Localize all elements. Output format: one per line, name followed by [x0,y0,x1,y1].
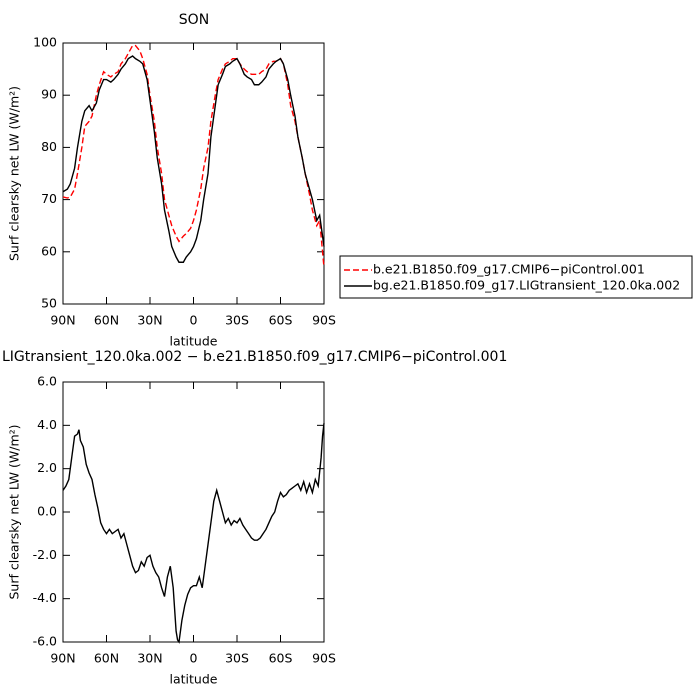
y-tick-label: 70 [41,191,57,206]
x-axis-label: latitude [170,334,218,349]
y-tick-label: 80 [41,139,57,154]
x-tick-label: 90S [312,313,336,328]
data-line [62,423,325,644]
chart-title: SON [179,12,209,28]
x-tick-label: 0 [190,313,198,328]
x-tick-label: 60N [94,313,119,328]
legend-label: b.e21.B1850.f09_g17.CMIP6−piControl.001 [373,262,645,277]
data-line [62,55,325,263]
x-tick-label: 30S [225,313,249,328]
x-tick-label: 30N [137,651,162,666]
y-tick-label: 2.0 [37,460,57,475]
chart-title: LIGtransient_120.0ka.002 − b.e21.B1850.f… [2,349,507,365]
x-tick-label: 60S [269,313,293,328]
data-line [62,44,325,268]
x-tick-label: 60S [269,651,293,666]
legend-label: bg.e21.B1850.f09_g17.LIGtransient_120.0k… [373,278,680,293]
x-tick-label: 0 [190,651,198,666]
y-tick-label: 6.0 [37,374,57,389]
y-tick-label: 0.0 [37,504,57,519]
y-tick-label: -2.0 [33,547,57,562]
y-tick-label: -6.0 [33,634,57,649]
x-tick-label: 30S [225,651,249,666]
y-tick-label: 90 [41,87,57,102]
y-tick-label: -4.0 [33,590,57,605]
legend-box [339,255,693,299]
x-tick-label: 30N [137,313,162,328]
y-tick-label: 50 [41,296,57,311]
y-tick-label: 4.0 [37,417,57,432]
x-tick-label: 60N [94,651,119,666]
plot-frame [62,42,325,305]
x-tick-label: 90S [312,651,336,666]
x-tick-label: 90N [50,651,75,666]
y-axis-label: Surf clearsky net LW (W/m²) [7,424,22,599]
x-axis-label: latitude [170,672,218,687]
y-tick-label: 60 [41,243,57,258]
plot-frame [62,381,325,643]
y-tick-label: 100 [33,35,57,50]
y-axis-label: Surf clearsky net LW (W/m²) [7,86,22,261]
x-tick-label: 90N [50,313,75,328]
